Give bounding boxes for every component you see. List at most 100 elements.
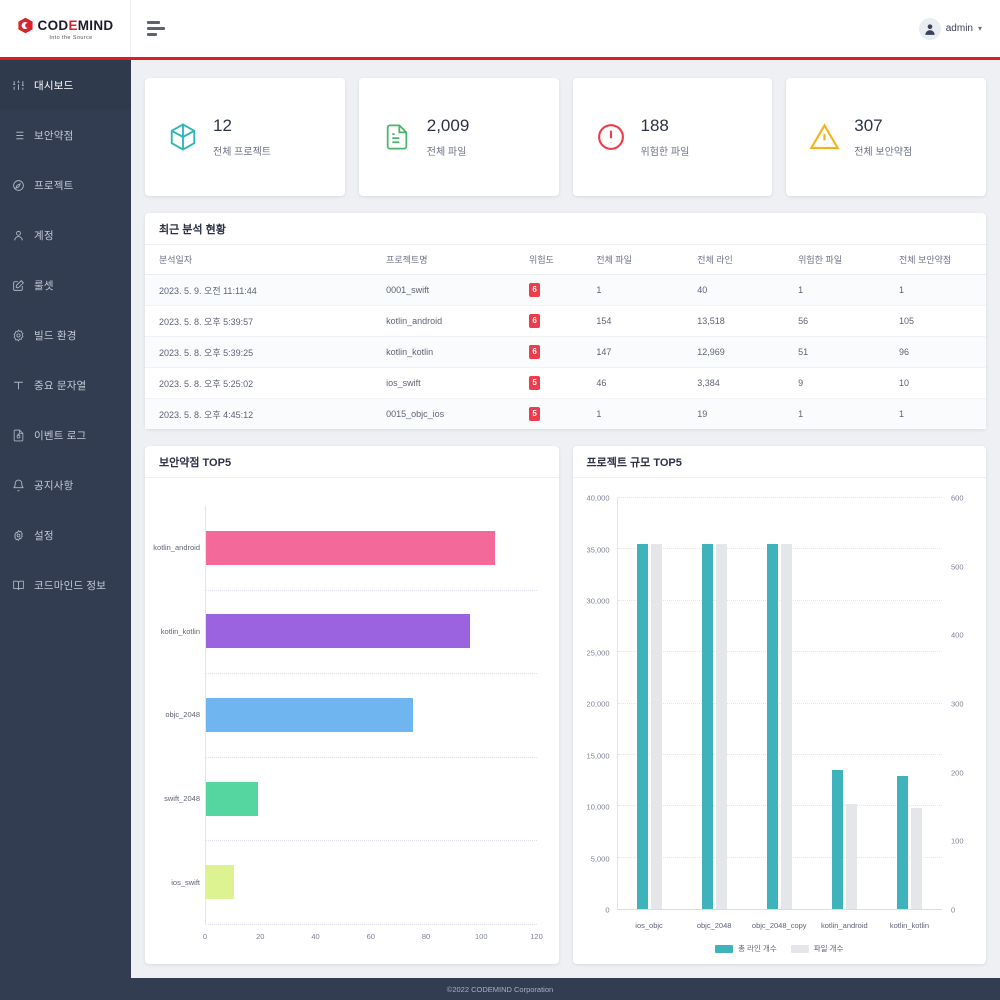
analysis-date: 2023. 5. 9. 오전 11:11:44 [145, 274, 373, 306]
table-row[interactable]: 2023. 5. 9. 오전 11:11:44 0001_swift 6 1 40 1 1 [145, 274, 986, 306]
weakness-x-axis: 0 20 40 60 80 100 120 [203, 932, 543, 944]
project-legend: 총 라인 개수 파일 개수 [573, 943, 987, 954]
x-tick-label: 120 [530, 932, 543, 941]
sidebar-item-label: 설정 [34, 529, 54, 542]
total-lines: 3,384 [683, 367, 785, 399]
vbar-lines[interactable] [767, 544, 779, 909]
hbar-value[interactable] [206, 781, 259, 816]
table-row[interactable]: 2023. 5. 8. 오후 4:45:12 0015_objc_ios 5 1 19 1… [145, 398, 986, 429]
sidebar-item-5[interactable]: 룰셋 [0, 260, 131, 310]
x-tick-label: objc_2048 [696, 921, 732, 930]
sidebar-item-3[interactable]: 프로젝트 [0, 160, 131, 210]
edit-square-icon [12, 279, 25, 292]
project-name: ios_swift [372, 367, 516, 399]
chevron-down-icon[interactable]: ▾ [977, 24, 982, 33]
hbar-category-label: swift_2048 [164, 794, 200, 804]
right-axis-tick: 400 [951, 630, 964, 640]
hbar-category-label: kotlin_kotlin [160, 626, 200, 636]
document-icon [381, 120, 413, 154]
left-axis-tick: 15,000 [586, 751, 610, 760]
sidebar-item-1[interactable]: 대시보드 [0, 60, 131, 110]
analysis-date: 2023. 5. 8. 오후 5:25:02 [145, 367, 373, 399]
legend-item[interactable]: 파일 개수 [790, 943, 844, 954]
hbar-value[interactable] [206, 697, 413, 732]
stat-card-3[interactable]: 188 위험한 파일 [572, 78, 773, 196]
dashboard-icon [12, 79, 25, 92]
vbar-files[interactable] [716, 543, 728, 909]
left-axis-tick: 0 [605, 905, 610, 915]
recent-analysis-panel: 최근 분석 현황 분석일자 프로젝트명 위험도 전체 파일 전체 라인 위험한 파일 전체 … [145, 213, 986, 429]
stat-card-2[interactable]: 2,009 전체 파일 [358, 78, 559, 196]
sidebar-item-8[interactable]: 이벤트 로그 [0, 410, 131, 460]
total-weaknesses: 105 [885, 305, 986, 337]
risk-badge: 6 [515, 274, 583, 306]
left-axis-tick: 25,000 [586, 648, 610, 657]
vbar-files[interactable] [911, 808, 923, 909]
codemind-logo-icon [17, 17, 34, 34]
column-header-5[interactable]: 전체 라인 [683, 245, 785, 275]
hbar-value[interactable] [206, 530, 496, 565]
sidebar-item-4[interactable]: 계정 [0, 210, 131, 260]
vbar-group [682, 498, 747, 909]
vbar-group [877, 498, 942, 909]
sidebar-item-6[interactable]: 빌드 환경 [0, 310, 131, 360]
brand-logo[interactable]: CODEMIND Into the Source [0, 0, 131, 57]
sidebar-item-11[interactable]: 코드마인드 정보 [0, 560, 131, 610]
column-header-4[interactable]: 전체 파일 [582, 245, 684, 275]
table-row[interactable]: 2023. 5. 8. 오후 5:25:02 ios_swift 5 46 3,384 9… [145, 367, 986, 399]
table-body: 2023. 5. 9. 오전 11:11:44 0001_swift 6 1 40 1 1 2… [145, 274, 986, 429]
top-bar: CODEMIND Into the Source admin ▾ [0, 0, 1000, 57]
table-row[interactable]: 2023. 5. 8. 오후 5:39:25 kotlin_kotlin 6 147 1… [145, 336, 986, 368]
sidebar-item-label: 코드마인드 정보 [34, 579, 107, 592]
vbar-lines[interactable] [702, 544, 714, 909]
vbar-lines[interactable] [637, 544, 649, 909]
vbar-files[interactable] [781, 543, 793, 909]
left-axis-tick: 30,000 [586, 596, 610, 606]
user-menu[interactable]: admin ▾ [918, 17, 982, 40]
vbar-files[interactable] [846, 803, 858, 909]
vbar-lines[interactable] [897, 775, 909, 909]
status-badge: 6 [529, 314, 541, 328]
risky-files: 9 [784, 367, 886, 399]
hamburger-icon[interactable] [147, 20, 169, 38]
stat-card-1[interactable]: 12 전체 프로젝트 [145, 78, 345, 196]
footer-text: ©2022 CODEMIND Corporation [446, 984, 554, 994]
project-size-top5-chart: 0 5,000 10,000 15,000 20,000 25,000 30,000 35,0… [573, 478, 987, 964]
table-row[interactable]: 2023. 5. 8. 오후 5:39:57 kotlin_android 6 154… [145, 305, 986, 337]
hbar-value[interactable] [206, 614, 471, 649]
project-name: 0001_swift [372, 274, 516, 306]
book-icon [12, 579, 25, 592]
accent-divider [0, 57, 1000, 60]
stat-cards: 12 전체 프로젝트 2,009 전체 파일 188 위험한 파일 307 전체 보안약점 [145, 78, 986, 196]
column-header-1[interactable]: 분석일자 [145, 245, 373, 275]
legend-item[interactable]: 총 라인 개수 [715, 943, 777, 954]
x-tick-label: 40 [311, 932, 320, 941]
hbar-value[interactable] [206, 865, 234, 900]
bell-icon [12, 479, 25, 492]
sidebar-item-2[interactable]: 보안약점 [0, 110, 131, 160]
legend-label: 파일 개수 [813, 944, 844, 953]
stat-card-4[interactable]: 307 전체 보안약점 [786, 78, 986, 196]
sidebar-item-7[interactable]: 중요 문자열 [0, 360, 131, 410]
hbar-row: swift_2048 [164, 781, 537, 816]
sidebar-item-10[interactable]: 설정 [0, 510, 131, 560]
vbar-files[interactable] [651, 543, 663, 909]
compass-icon [12, 179, 25, 192]
left-axis-tick: 5,000 [590, 854, 610, 863]
column-header-2[interactable]: 프로젝트명 [372, 245, 516, 275]
column-header-3[interactable]: 위험도 [515, 245, 583, 275]
warning-triangle-icon [808, 120, 840, 154]
legend-label: 총 라인 개수 [738, 944, 777, 953]
column-header-7[interactable]: 전체 보안약점 [885, 245, 986, 275]
total-files: 154 [582, 305, 684, 337]
sidebar-item-9[interactable]: 공지사항 [0, 460, 131, 510]
panel-title: 최근 분석 현황 [145, 213, 986, 245]
status-badge: 5 [529, 376, 541, 390]
vbar-lines[interactable] [832, 770, 844, 909]
footer: ©2022 CODEMIND Corporation [0, 978, 1000, 1000]
left-axis-tick: 35,000 [586, 545, 610, 554]
column-header-6[interactable]: 위험한 파일 [784, 245, 886, 275]
project-size-top5-title: 프로젝트 규모 TOP5 [572, 446, 986, 478]
